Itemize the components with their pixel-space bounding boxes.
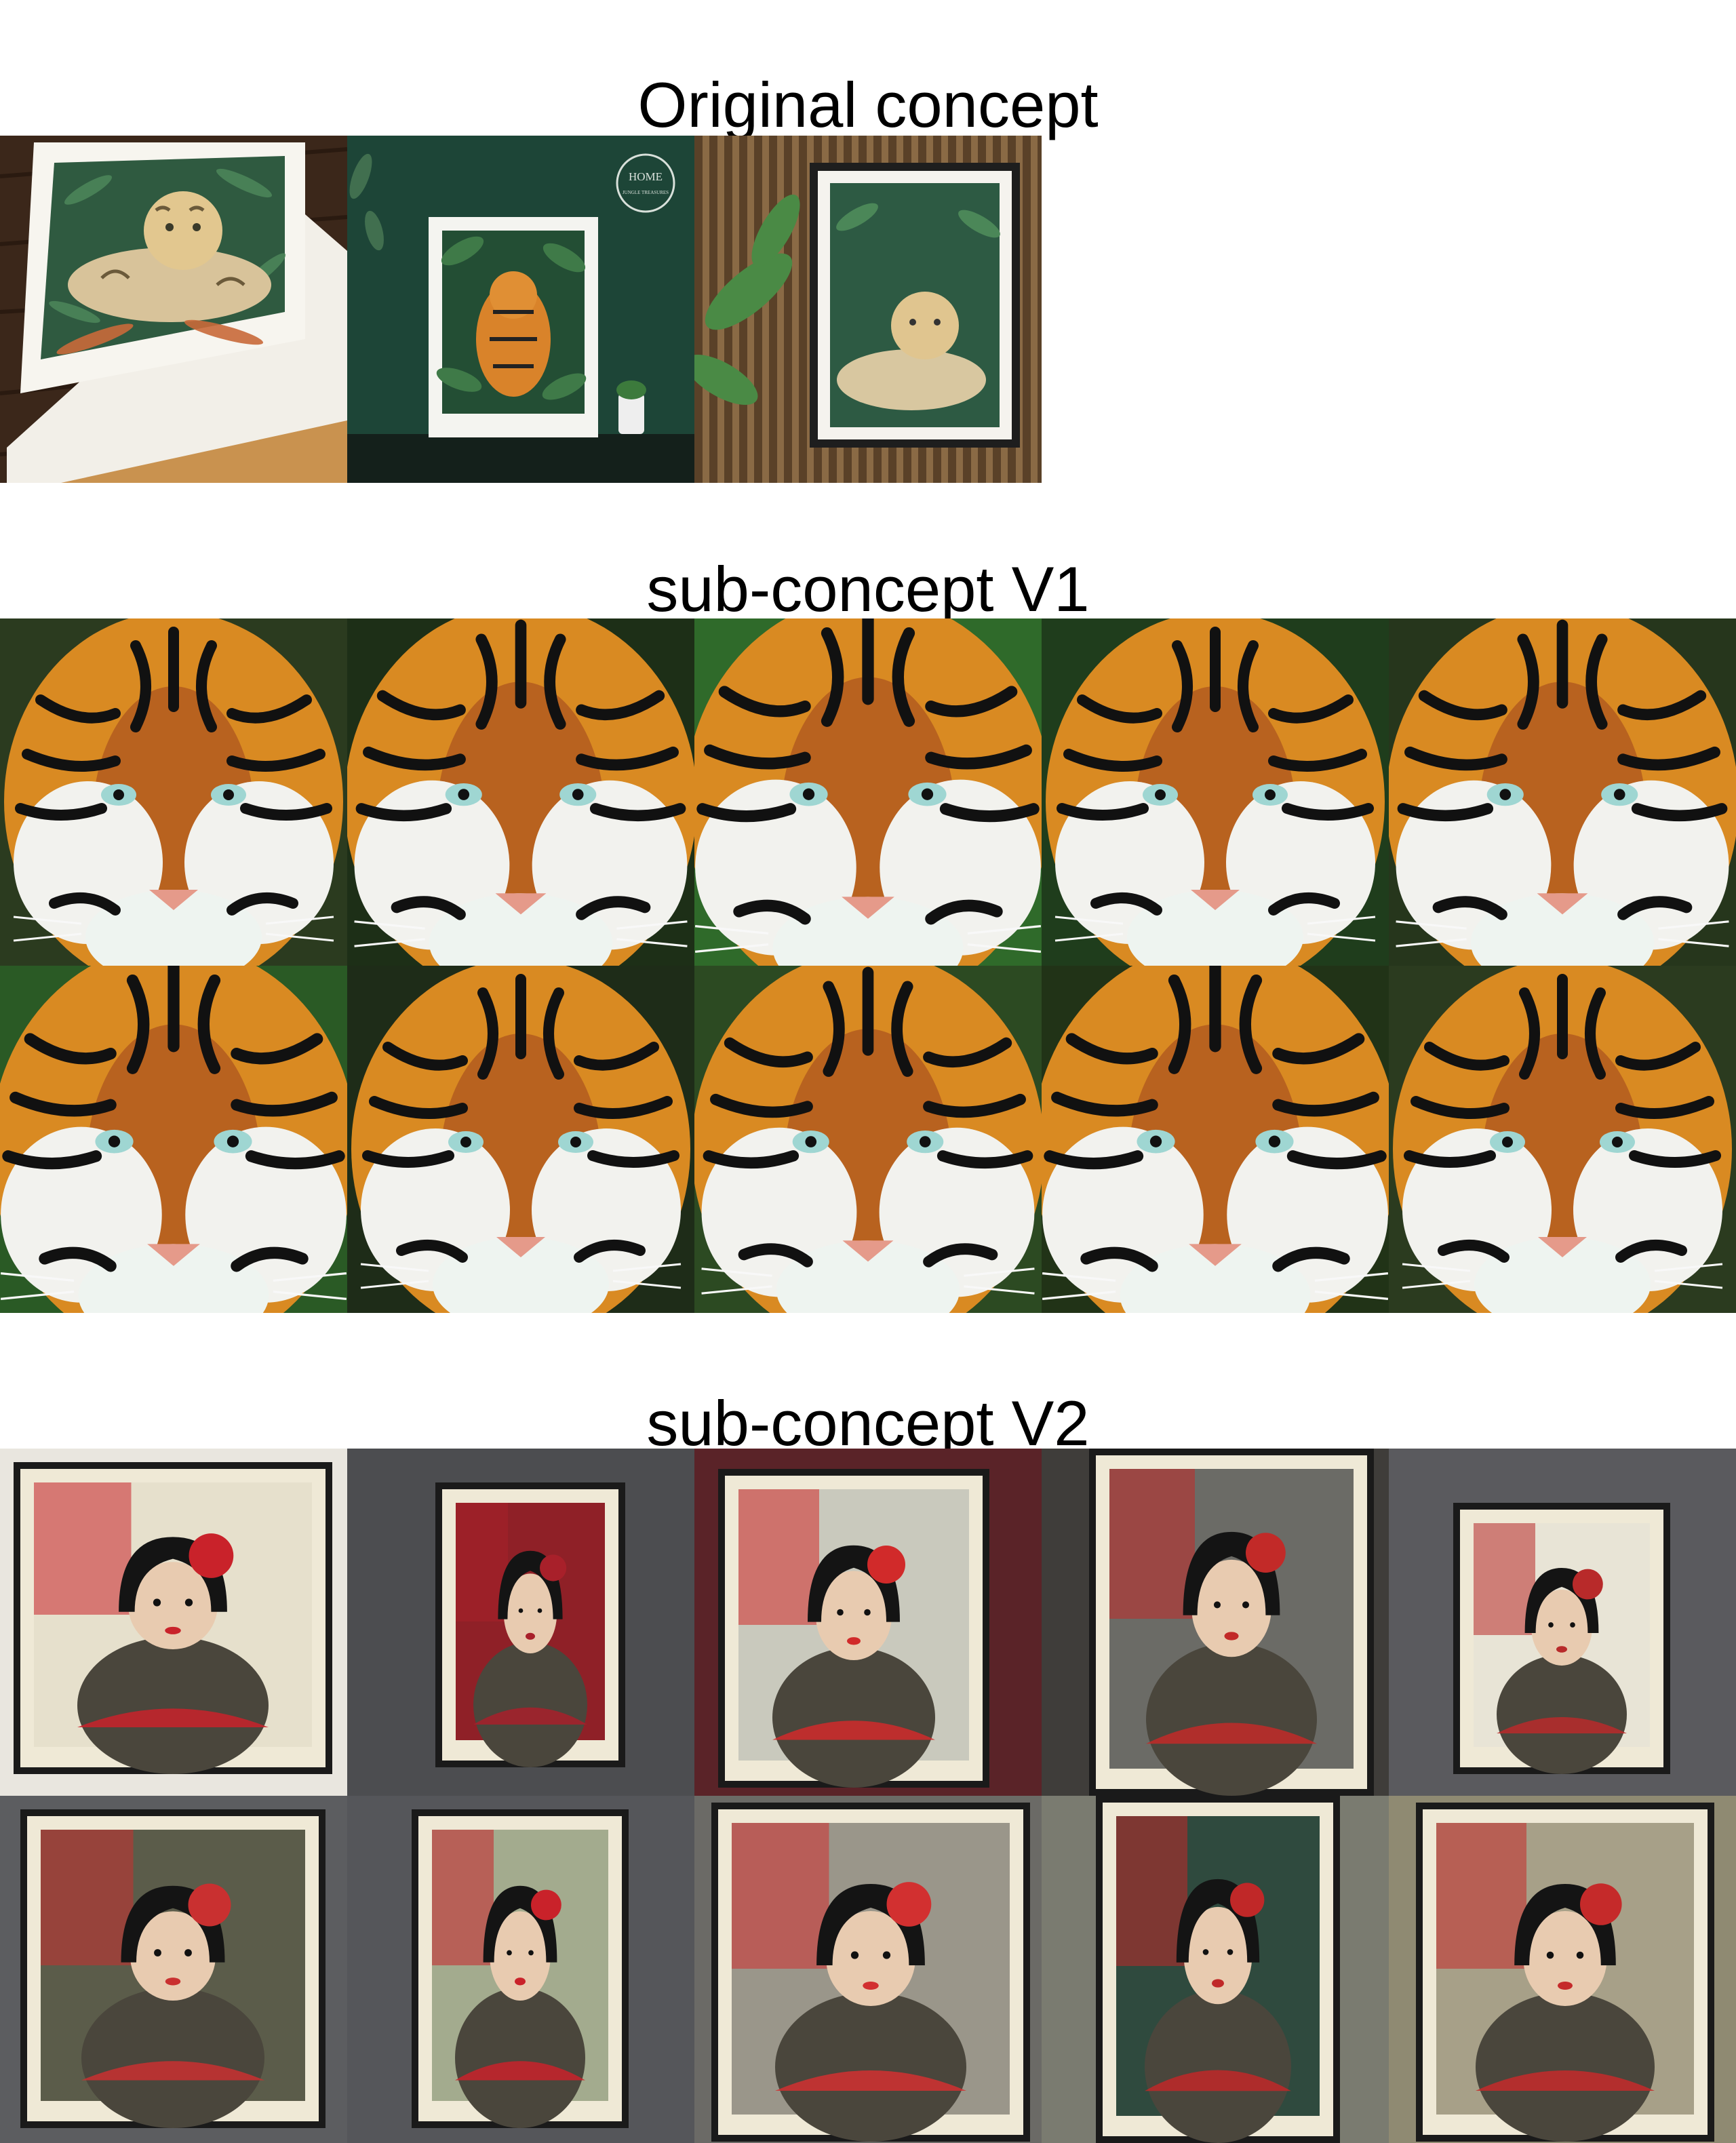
tiger-face-image	[347, 966, 694, 1313]
tiger-face-image	[347, 618, 694, 966]
framed-tiger-slat-wall-image	[694, 136, 1042, 483]
vintage-portrait-poster-image	[694, 1449, 1042, 1796]
vintage-portrait-poster-image	[1042, 1796, 1389, 2143]
vintage-portrait-poster-image	[1042, 1449, 1389, 1796]
tiger-face-image	[0, 966, 347, 1313]
framed-tiger-dark-wall-image: HOME JUNGLE TREASURES	[347, 136, 694, 483]
logo-word: HOME	[629, 170, 663, 183]
original-image-1	[0, 136, 347, 483]
tiger-face-image	[0, 618, 347, 966]
vintage-portrait-poster-image	[1389, 1449, 1736, 1796]
vintage-portrait-poster-image	[0, 1796, 347, 2143]
vintage-portrait-poster-image	[1389, 1796, 1736, 2143]
section-title-original: Original concept	[637, 69, 1099, 140]
tiger-face-image	[694, 618, 1042, 966]
tiger-face-image	[1389, 618, 1736, 966]
vintage-portrait-poster-image	[347, 1449, 694, 1796]
tiger-face-image	[1042, 966, 1389, 1313]
vintage-portrait-poster-image	[347, 1796, 694, 2143]
original-image-2: HOME JUNGLE TREASURES	[347, 136, 694, 483]
print-on-table-image	[0, 136, 347, 483]
vintage-portrait-poster-image	[694, 1796, 1042, 2143]
section-title-v1: sub-concept V1	[646, 553, 1090, 625]
v2-poster-grid	[0, 1449, 1736, 2143]
home-logo-icon	[616, 153, 675, 213]
tiger-face-image	[694, 966, 1042, 1313]
vintage-portrait-poster-image	[0, 1449, 347, 1796]
original-image-3	[694, 136, 1042, 483]
logo-sub: JUNGLE TREASURES	[623, 190, 669, 195]
v1-tiger-grid	[0, 618, 1736, 1313]
section-title-v2: sub-concept V2	[646, 1388, 1090, 1459]
tiger-face-image	[1042, 618, 1389, 966]
tiger-face-image	[1389, 966, 1736, 1313]
